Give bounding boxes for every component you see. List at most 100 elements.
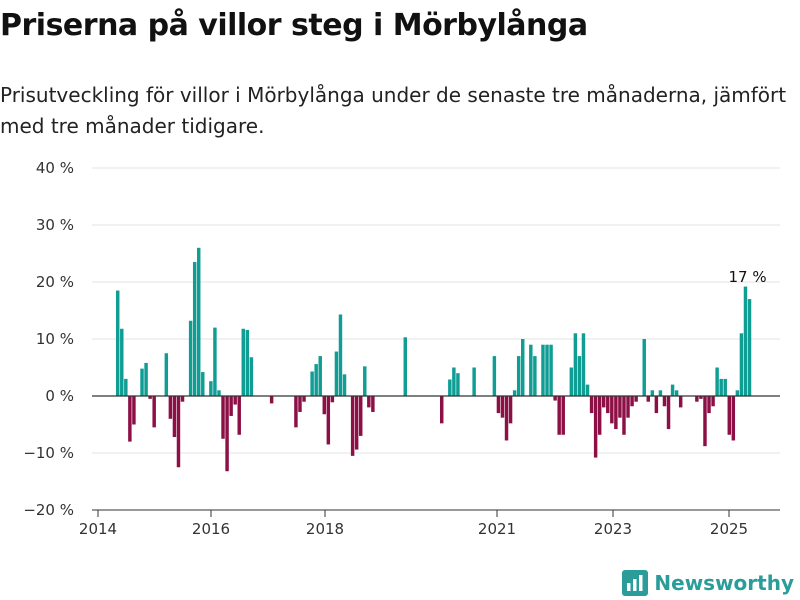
bar: [448, 379, 452, 396]
bar: [302, 396, 306, 402]
bar: [221, 396, 225, 439]
bar: [549, 344, 553, 396]
x-tick-label: 2021: [478, 520, 516, 538]
bar: [201, 372, 205, 396]
bar: [225, 396, 229, 472]
bar: [496, 396, 501, 414]
bar: [577, 356, 582, 396]
bar: [727, 396, 731, 435]
bar: [330, 396, 335, 403]
bar: [533, 356, 537, 396]
y-tick-label: 0 %: [45, 387, 74, 405]
bar: [310, 371, 314, 396]
bar: [630, 396, 634, 407]
bar: [614, 396, 618, 430]
last-value-label: 17 %: [728, 268, 766, 286]
bar: [634, 396, 638, 402]
bar-chart: −20 % −10 % 0 % 10 % 20 % 30 % 40 % 2014 2016 201…: [23, 159, 780, 538]
bar: [322, 396, 326, 415]
bar: [342, 374, 347, 396]
bar: [585, 384, 590, 396]
bar: [403, 337, 407, 396]
bar: [569, 367, 574, 396]
bar: [371, 396, 375, 412]
bar: [172, 396, 177, 438]
bar: [719, 378, 723, 396]
bar: [642, 339, 646, 396]
bar: [132, 396, 136, 425]
y-tick-label: 20 %: [36, 273, 74, 291]
bar: [666, 396, 671, 430]
axes: [92, 395, 780, 517]
bar: [606, 396, 610, 414]
y-tick-label: 40 %: [36, 159, 74, 177]
bar: [674, 390, 679, 396]
bar: [561, 396, 565, 435]
bar: [148, 396, 152, 399]
bar: [654, 396, 659, 414]
bar: [678, 396, 683, 408]
bar: [164, 353, 169, 396]
bar: [298, 396, 302, 412]
bar: [593, 396, 598, 458]
bar: [152, 396, 156, 428]
bar: [723, 378, 727, 396]
bar: [602, 396, 606, 408]
bar: [237, 396, 241, 435]
bar: [500, 396, 505, 418]
bar: [492, 356, 497, 396]
bar: [703, 396, 707, 447]
bar: [120, 328, 124, 396]
bar: [440, 396, 444, 424]
bar: [217, 390, 221, 396]
bar: [670, 384, 675, 396]
newsworthy-logo-icon: [622, 570, 649, 596]
bar: [452, 367, 456, 396]
bar: [699, 396, 703, 399]
chart-subtitle: Prisutveckling för villor i Mörbylånga u…: [0, 83, 787, 138]
bar: [213, 327, 217, 396]
labels: −20 % −10 % 0 % 10 % 20 % 30 % 40 % 2014 2016 201…: [23, 159, 766, 538]
bar: [695, 396, 699, 402]
bar: [529, 344, 533, 396]
bar: [597, 396, 602, 435]
bar: [715, 367, 719, 396]
bar: [739, 333, 744, 396]
bar: [662, 396, 667, 407]
bar: [618, 396, 622, 418]
bar: [192, 262, 197, 396]
bar: [541, 344, 545, 396]
bar: [209, 381, 213, 396]
bar: [472, 367, 476, 396]
bar: [731, 396, 736, 441]
x-tick-label: 2018: [306, 520, 344, 538]
bar: [622, 396, 626, 435]
bar: [646, 396, 650, 402]
brand-name: Newsworthy: [654, 571, 794, 595]
bar: [610, 396, 614, 424]
chart-title: Priserna på villor steg i Mörbylånga: [0, 8, 588, 43]
bar: [144, 362, 148, 396]
bar: [188, 320, 193, 396]
bar: [233, 396, 237, 405]
bar: [581, 333, 586, 396]
bar: [553, 396, 557, 401]
x-tick-label: 2023: [594, 520, 632, 538]
x-tick-label: 2016: [192, 520, 230, 538]
bar: [658, 390, 663, 396]
brand-footer[interactable]: Newsworthy: [622, 570, 794, 596]
y-tick-label: 10 %: [36, 330, 74, 348]
bar: [557, 396, 561, 435]
bar: [294, 396, 298, 428]
bar: [168, 396, 173, 419]
bar: [573, 333, 578, 396]
bar: [521, 339, 525, 396]
bar: [180, 396, 185, 402]
bar: [367, 396, 371, 408]
bar: [516, 356, 521, 396]
bar: [128, 396, 132, 442]
bar: [350, 396, 355, 456]
bar: [711, 396, 715, 407]
bar: [338, 314, 343, 396]
bar: [116, 290, 120, 396]
